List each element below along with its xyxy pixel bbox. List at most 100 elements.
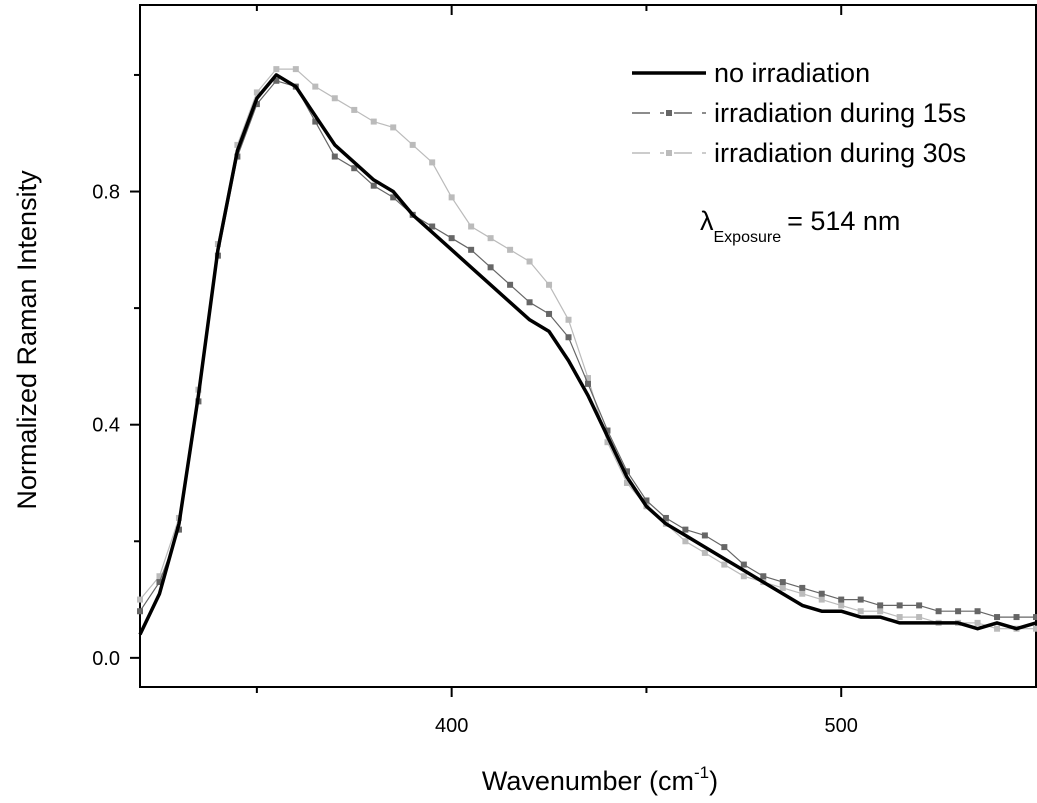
series-point-2 [351, 106, 358, 113]
x-axis-title-sup: -1 [694, 763, 709, 782]
series-point-2 [468, 223, 475, 230]
series-point-1 [487, 264, 494, 271]
y-tick-label: 0.8 [92, 182, 120, 204]
series-point-2 [857, 608, 864, 615]
legend: no irradiation irradiation during 15s irra… [632, 58, 966, 168]
series-point-1 [974, 608, 981, 615]
series-point-1 [682, 526, 689, 533]
series-point-2 [682, 538, 689, 545]
series-point-1 [448, 235, 455, 242]
legend-label-1: irradiation during 15s [714, 98, 966, 128]
x-axis-title-tail: ) [709, 766, 718, 796]
series-point-2 [156, 573, 163, 580]
series-point-2 [370, 118, 377, 125]
series-point-2 [701, 549, 708, 556]
series-point-1 [818, 590, 825, 597]
series-point-2 [390, 124, 397, 131]
series-point-1 [253, 101, 260, 108]
series-point-2 [721, 561, 728, 568]
series-point-1 [390, 194, 397, 201]
annotation-symbol: λ [700, 206, 714, 236]
series-point-2 [253, 89, 260, 96]
series-line-0 [138, 73, 1037, 636]
series-point-2 [565, 316, 572, 323]
series-point-1 [429, 223, 436, 230]
series-point-2 [429, 159, 436, 166]
series-point-1 [1013, 614, 1020, 621]
y-axis-title: Normalized Raman Intensity [12, 170, 42, 510]
series-point-2 [1033, 625, 1037, 632]
annotation-value: = 514 nm [787, 206, 900, 236]
series-point-1 [137, 608, 143, 615]
series-point-2 [779, 584, 786, 591]
legend-marker-1 [666, 110, 672, 116]
series-point-1 [760, 573, 767, 580]
series-point-2 [234, 141, 241, 148]
series-point-1 [468, 246, 475, 253]
series-point-1 [370, 182, 377, 189]
series-point-1 [546, 310, 553, 317]
series-point-1 [740, 561, 747, 568]
series-point-1 [623, 468, 630, 475]
series-point-1 [779, 579, 786, 586]
series-point-1 [604, 427, 611, 434]
axis-ticks [130, 5, 843, 697]
series-point-1 [526, 299, 533, 306]
plot-frame [139, 4, 1037, 688]
series-point-2 [838, 602, 845, 609]
series-point-2 [740, 573, 747, 580]
series-point-1 [643, 497, 650, 504]
series-point-1 [916, 602, 923, 609]
series-point-1 [935, 608, 942, 615]
series-point-1 [701, 532, 708, 539]
series-point-2 [916, 614, 923, 621]
x-tick-label: 500 [825, 715, 858, 737]
series-point-1 [565, 334, 572, 341]
x-axis-title: Wavenumber (cm-1) [482, 763, 718, 796]
series-point-2 [896, 614, 903, 621]
legend-label-0: no irradiation [714, 58, 870, 88]
annotation-subscript: Exposure [714, 229, 782, 246]
series-point-1 [351, 165, 358, 172]
x-axis-title-main: Wavenumber (cm [482, 766, 694, 796]
series-point-2 [526, 258, 533, 265]
series-point-1 [585, 380, 591, 387]
series-point-2 [507, 246, 514, 253]
series-point-2 [273, 66, 280, 73]
series-point-2 [623, 479, 630, 486]
x-tick-label: 400 [435, 715, 468, 737]
legend-marker-2 [666, 150, 672, 156]
series-point-1 [721, 544, 728, 551]
series-point-1 [507, 281, 514, 288]
tick-labels: 400 500 0.0 0.4 0.8 [92, 182, 858, 737]
series-point-1 [312, 118, 319, 125]
series-point-2 [137, 596, 143, 603]
y-tick-label: 0.0 [92, 648, 120, 670]
series-point-2 [974, 619, 981, 626]
series-point-2 [448, 194, 455, 201]
series-point-1 [877, 602, 884, 609]
series-point-1 [799, 584, 806, 591]
legend-label-2: irradiation during 30s [714, 138, 966, 168]
series-point-2 [331, 95, 338, 102]
series-point-2 [487, 235, 494, 242]
series-point-1 [156, 579, 163, 586]
series-point-1 [1033, 614, 1037, 621]
series-point-2 [292, 66, 299, 73]
series-point-2 [994, 625, 1001, 632]
series-point-2 [877, 608, 884, 615]
series-point-2 [546, 281, 553, 288]
series-point-2 [604, 439, 611, 446]
series-point-1 [838, 596, 845, 603]
series-point-2 [818, 596, 825, 603]
series-point-1 [662, 514, 669, 521]
series-point-1 [955, 608, 962, 615]
exposure-annotation: λExposure = 514 nm [700, 206, 900, 246]
series-point-1 [857, 596, 864, 603]
series-point-2 [312, 83, 319, 90]
series-point-1 [331, 153, 338, 160]
series-point-2 [409, 141, 416, 148]
y-tick-label: 0.4 [92, 415, 120, 437]
series-point-1 [273, 77, 280, 84]
